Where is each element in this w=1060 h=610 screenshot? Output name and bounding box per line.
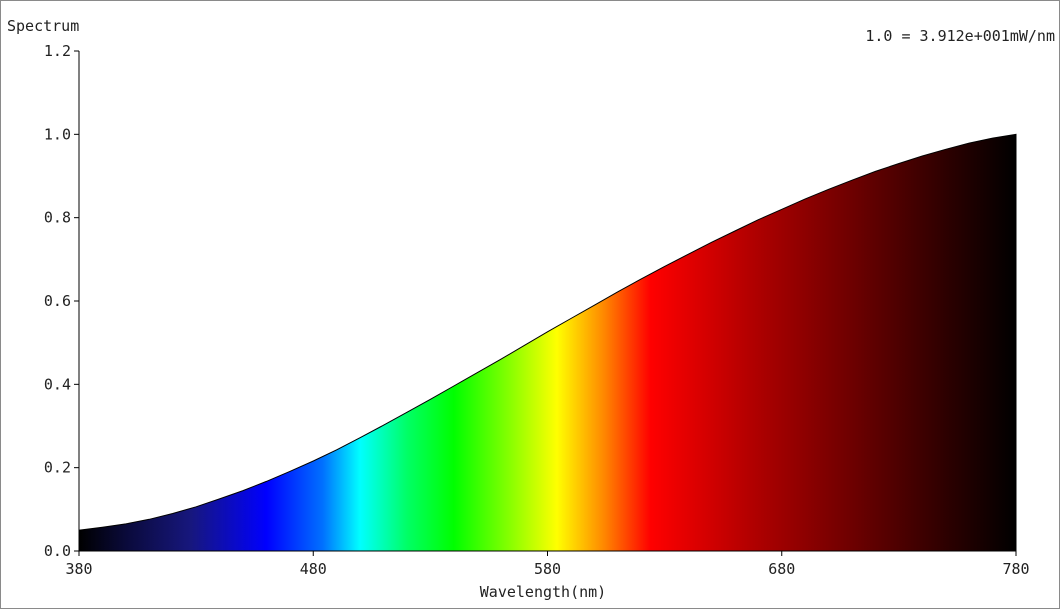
chart-title: Spectrum bbox=[7, 17, 79, 35]
y-tick-label: 1.0 bbox=[44, 125, 71, 143]
y-tick-label: 0.0 bbox=[44, 542, 71, 560]
spectrum-area bbox=[78, 133, 1017, 552]
y-tick-label: 0.8 bbox=[44, 209, 71, 227]
y-tick-label: 0.6 bbox=[44, 292, 71, 310]
y-axis-ticks: 0.0 0.2 0.4 0.6 0.8 1.0 1.2 bbox=[44, 42, 79, 560]
y-tick-label: 1.2 bbox=[44, 42, 71, 60]
x-tick-label: 480 bbox=[300, 560, 327, 578]
y-tick-label: 0.2 bbox=[44, 459, 71, 477]
x-tick-label: 780 bbox=[1002, 560, 1029, 578]
x-tick-label: 680 bbox=[768, 560, 795, 578]
scale-note: 1.0 = 3.912e+001mW/nm bbox=[865, 27, 1055, 45]
x-tick-label: 580 bbox=[534, 560, 561, 578]
x-axis-label: Wavelength(nm) bbox=[480, 583, 606, 601]
y-tick-label: 0.4 bbox=[44, 375, 71, 393]
x-tick-label: 380 bbox=[65, 560, 92, 578]
x-axis-ticks: 380 480 580 680 780 bbox=[65, 551, 1030, 578]
